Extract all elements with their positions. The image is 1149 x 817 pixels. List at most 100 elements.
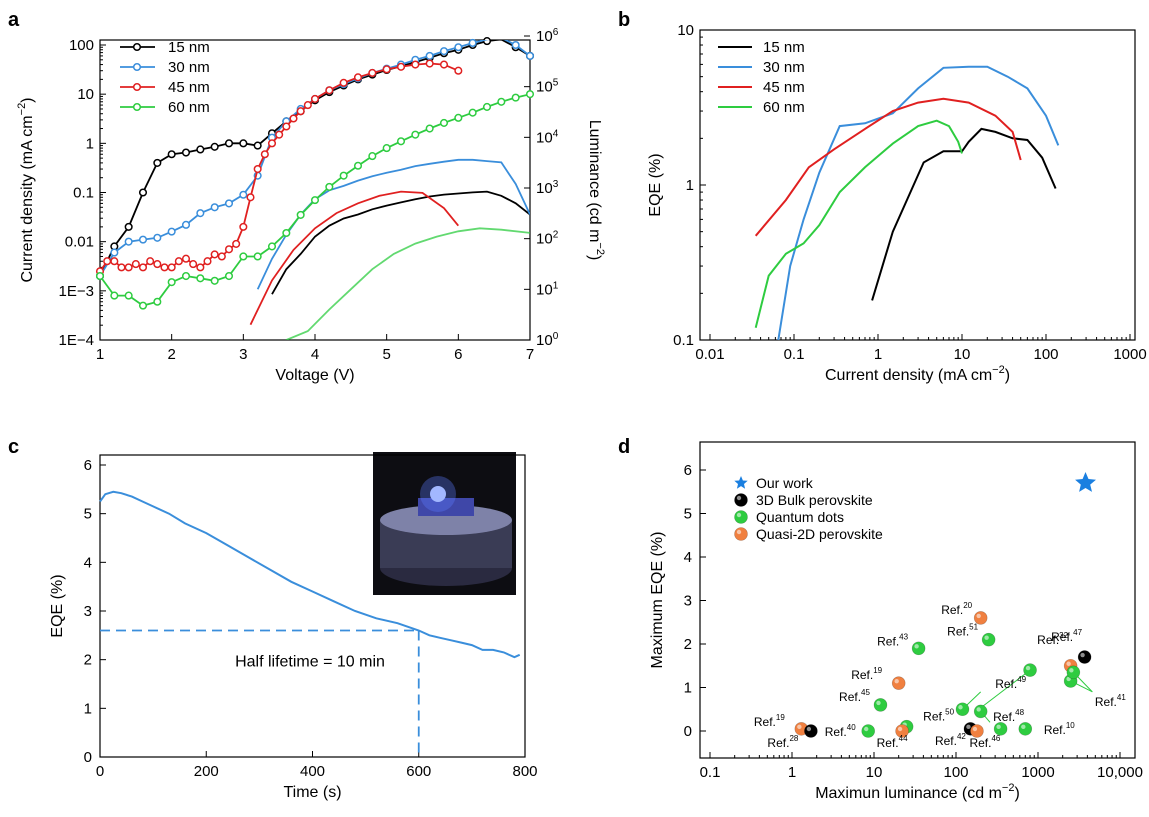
x-tick-label: 0 xyxy=(96,763,104,780)
y-tick-label: 5 xyxy=(684,506,692,523)
data-point xyxy=(296,210,305,219)
plot-frame xyxy=(99,39,531,341)
data-point xyxy=(454,113,463,122)
data-point xyxy=(167,150,176,159)
y-tick-label: 10 xyxy=(677,22,694,39)
x-tick-label: 400 xyxy=(300,763,325,780)
data-point xyxy=(196,274,205,283)
data-point xyxy=(153,260,162,269)
data-point xyxy=(468,38,477,48)
legend-label: 3D Bulk perovskite xyxy=(756,492,873,508)
y-axis-label: EQE (%) xyxy=(647,153,664,216)
y-tick-label: 0.01 xyxy=(65,234,94,251)
data-point xyxy=(167,227,176,236)
data-point xyxy=(110,291,119,300)
scatter-point-highlight xyxy=(1069,668,1074,673)
scatter-point xyxy=(891,676,906,690)
panel-letter-b: b xyxy=(618,9,630,31)
scatter-point xyxy=(861,724,876,738)
legend-label: 15 nm xyxy=(168,39,210,56)
x-tick-label: 100 xyxy=(1033,346,1058,363)
x-tick-label: 1000 xyxy=(1113,346,1146,363)
x-tick-label: 1 xyxy=(96,346,104,363)
data-point xyxy=(153,297,162,306)
data-point xyxy=(253,164,262,174)
legend-label: 60 nm xyxy=(168,99,210,116)
scatter-point-highlight xyxy=(996,724,1001,730)
data-point xyxy=(282,228,291,238)
data-point xyxy=(275,130,284,139)
luminance-line-60 nm xyxy=(285,227,530,340)
data-point xyxy=(282,122,291,131)
data-point xyxy=(525,51,535,60)
scatter-point-highlight xyxy=(806,726,812,732)
data-point xyxy=(289,114,298,123)
data-point xyxy=(189,260,198,269)
y-tick-label: 2 xyxy=(684,636,692,653)
data-point xyxy=(138,235,148,244)
data-point xyxy=(138,188,148,197)
data-point xyxy=(468,108,477,117)
data-point xyxy=(196,263,205,272)
panel-c: 0 200 400 600 800 0 1 2 3 4 5 6 Time (s) EQE (%) Half … xyxy=(49,454,538,801)
scatter-point xyxy=(1066,665,1081,680)
legend-label: 45 nm xyxy=(763,79,805,96)
our-work-star xyxy=(1075,472,1096,492)
data-point xyxy=(239,190,248,199)
scatter-point-highlight xyxy=(914,644,919,649)
data-point xyxy=(368,68,377,78)
scatter-point-highlight xyxy=(876,700,881,706)
scatter-point-highlight xyxy=(1025,665,1031,671)
data-point xyxy=(167,263,176,272)
y-tick-label: 3 xyxy=(684,593,692,610)
data-point xyxy=(239,252,248,261)
x-tick-label: 3 xyxy=(239,346,247,363)
panel-a: 1 2 3 4 5 6 7 1E−4 1E−3 0.01 0.1 1 10 100 100 101 102 103… xyxy=(16,27,606,384)
scatter-point-highlight xyxy=(1066,676,1071,682)
data-point xyxy=(482,102,492,111)
y-tick-label: 0 xyxy=(684,723,692,740)
data-point xyxy=(511,93,520,102)
y2-axis-label: Luminance (cd m−2) xyxy=(586,120,606,261)
legend-label: 45 nm xyxy=(168,79,210,96)
data-point xyxy=(124,222,133,231)
y2-tick-label: 101 xyxy=(536,280,559,298)
scatter-point-highlight xyxy=(966,724,971,730)
x-axis-label: Voltage (V) xyxy=(275,367,354,384)
legend-label: 15 nm xyxy=(763,39,805,56)
eqe-line-30 nm xyxy=(777,65,1060,341)
data-point xyxy=(411,60,420,69)
y2-tick-label: 100 xyxy=(536,331,559,349)
point-label: Ref.10 xyxy=(1044,721,1075,737)
data-point xyxy=(439,47,449,56)
data-point xyxy=(339,78,348,87)
legend-label: Quantum dots xyxy=(756,509,844,525)
scatter-point xyxy=(804,724,818,738)
legend-label: 30 nm xyxy=(763,59,805,76)
y2-tick-label: 106 xyxy=(536,27,559,45)
y-tick-label: 0.1 xyxy=(673,332,694,349)
x-tick-label: 600 xyxy=(406,763,431,780)
data-point xyxy=(260,150,269,159)
data-point xyxy=(167,278,176,287)
scatter-point-highlight xyxy=(1066,661,1071,666)
legend-ball-highlight xyxy=(736,512,742,518)
point-label: Ref.51 xyxy=(947,623,978,639)
data-point xyxy=(310,94,320,103)
data-point xyxy=(181,148,191,157)
data-point xyxy=(181,254,191,263)
x-tick-label: 0.1 xyxy=(700,764,721,781)
data-point xyxy=(253,141,262,150)
point-label: Ref.47 xyxy=(1051,628,1082,644)
y-tick-label: 5 xyxy=(84,506,92,523)
half-lifetime-annotation: Half lifetime = 10 min xyxy=(235,653,385,670)
x-tick-label: 200 xyxy=(194,763,219,780)
data-point xyxy=(160,263,169,272)
data-point xyxy=(382,65,391,74)
data-point xyxy=(224,139,234,148)
y-tick-label: 4 xyxy=(84,554,92,571)
data-point xyxy=(246,193,255,202)
data-point xyxy=(267,242,277,251)
scatter-point xyxy=(873,698,888,712)
y-tick-label: 100 xyxy=(69,37,94,54)
